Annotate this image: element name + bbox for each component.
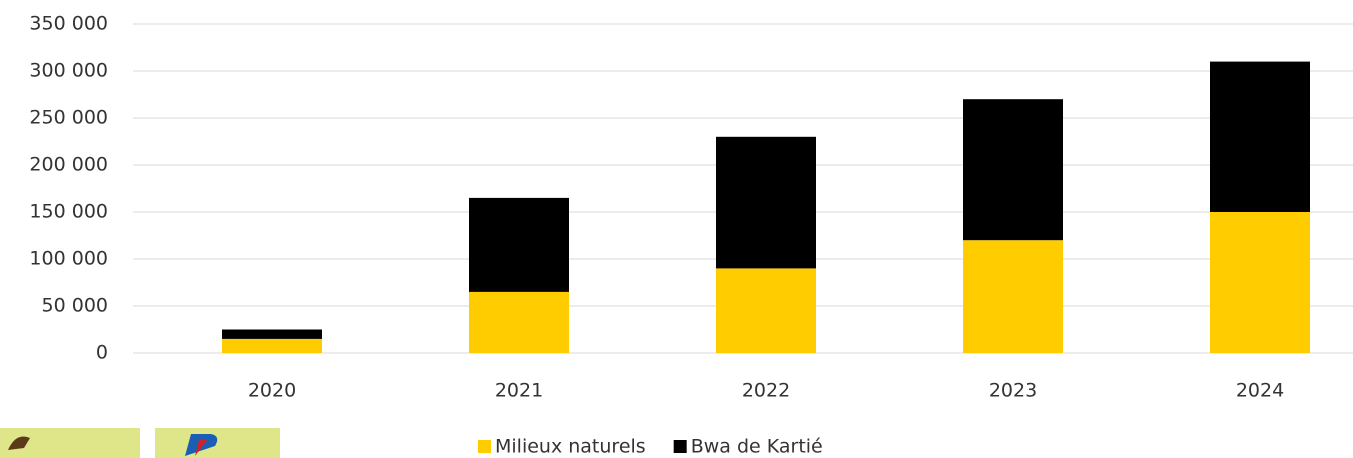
bar-segment [222, 330, 322, 339]
bar-segment [1210, 212, 1310, 353]
y-tick-label: 350 000 [29, 13, 108, 35]
bar-segment [469, 198, 569, 292]
bar-segment [716, 268, 816, 353]
legend-label: Milieux naturels [495, 436, 646, 458]
x-tick-label: 2023 [989, 380, 1037, 402]
y-tick-label: 100 000 [29, 248, 108, 270]
y-tick-label: 0 [96, 342, 108, 364]
bar-segment [469, 292, 569, 353]
legend-label: Bwa de Kartié [691, 436, 823, 458]
y-tick-label: 200 000 [29, 154, 108, 176]
y-tick-label: 300 000 [29, 60, 108, 82]
bar-segment [963, 240, 1063, 353]
x-tick-label: 2022 [742, 380, 790, 402]
x-tick-label: 2021 [495, 380, 543, 402]
bar-segment [222, 339, 322, 353]
bar-segment [963, 99, 1063, 240]
legend-swatch [478, 440, 491, 453]
chart: 0 50 000 100 000 150 000 200 000 250 000 300 0… [0, 0, 1353, 458]
legend-swatch [674, 440, 687, 453]
x-tick-label: 2024 [1236, 380, 1284, 402]
page: 0 50 000 100 000 150 000 200 000 250 000 300 0… [0, 0, 1353, 458]
y-tick-label: 50 000 [42, 295, 108, 317]
y-tick-label: 250 000 [29, 107, 108, 129]
bar-segment [1210, 62, 1310, 212]
x-tick-label: 2020 [248, 380, 296, 402]
bar-segment [716, 137, 816, 269]
y-tick-label: 150 000 [29, 201, 108, 223]
logo-right [155, 428, 280, 458]
